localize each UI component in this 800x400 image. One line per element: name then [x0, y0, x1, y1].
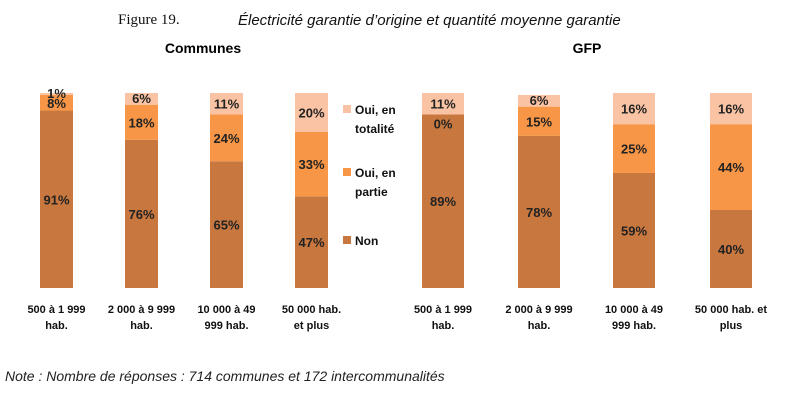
- legend-swatch: [343, 236, 351, 244]
- bar-segment: [295, 196, 328, 288]
- bar-segment: [518, 106, 560, 136]
- data-label: 89%: [430, 194, 456, 209]
- data-label: 15%: [526, 114, 552, 129]
- category-label: hab.: [45, 320, 68, 332]
- data-label: 33%: [298, 157, 324, 172]
- category-label: 2 000 à 9 999: [505, 304, 572, 316]
- bar-segment: [125, 139, 158, 288]
- data-label: 6%: [530, 93, 549, 108]
- data-label: 59%: [621, 223, 647, 238]
- bar-segment: [613, 93, 655, 125]
- data-label: 47%: [298, 235, 324, 250]
- category-label: 999 hab.: [204, 320, 248, 332]
- data-label: 25%: [621, 142, 647, 157]
- data-label: 76%: [128, 207, 154, 222]
- data-label: 20%: [298, 106, 324, 121]
- data-label: 78%: [526, 205, 552, 220]
- legend-label: Oui, en: [355, 103, 396, 117]
- chart-title: GFP: [573, 40, 602, 56]
- category-label: 500 à 1 999: [414, 304, 472, 316]
- bar-segment: [613, 124, 655, 173]
- data-label: 0%: [434, 116, 453, 131]
- legend-label: totalité: [355, 122, 395, 136]
- data-label: 91%: [43, 192, 69, 207]
- legend-label: Non: [355, 234, 378, 248]
- data-label: 16%: [718, 102, 744, 117]
- legend-label: partie: [355, 185, 388, 199]
- bar-segment: [210, 93, 243, 115]
- bar-segment: [295, 93, 328, 132]
- bar-segment: [210, 161, 243, 288]
- data-label: 8%: [47, 96, 66, 111]
- category-label: 10 000 à 49: [605, 304, 663, 316]
- data-label: 18%: [128, 115, 154, 130]
- data-label: 11%: [214, 97, 240, 112]
- legend-swatch: [343, 105, 351, 113]
- bar-segment: [710, 124, 752, 210]
- legend-label: Oui, en: [355, 166, 396, 180]
- category-label: 500 à 1 999: [27, 304, 85, 316]
- data-label: 11%: [430, 97, 456, 112]
- chart-title: Communes: [165, 40, 241, 56]
- bar-segment: [710, 93, 752, 125]
- data-label: 6%: [132, 91, 151, 106]
- figure-title: Électricité garantie d’origine et quanti…: [238, 12, 621, 29]
- bar-segment: [210, 114, 243, 162]
- category-label: 50 000 hab.: [282, 304, 341, 316]
- data-label: 24%: [213, 131, 239, 146]
- bar-segment: [40, 93, 73, 95]
- category-label: hab.: [528, 320, 551, 332]
- category-label: 50 000 hab. et: [695, 304, 767, 316]
- note: Note : Nombre de réponses : 714 communes…: [5, 368, 445, 384]
- bar-segment: [613, 172, 655, 288]
- bar-segment: [40, 110, 73, 288]
- bar-segment: [422, 114, 464, 288]
- legend-swatch: [343, 168, 351, 176]
- data-label: 40%: [718, 242, 744, 257]
- category-label: et plus: [294, 320, 329, 332]
- bar-segment: [710, 210, 752, 288]
- bar-segment: [295, 132, 328, 197]
- bar-segment: [125, 93, 158, 105]
- category-label: hab.: [432, 320, 455, 332]
- data-label: 44%: [718, 160, 744, 175]
- category-label: hab.: [130, 320, 153, 332]
- figure-number: Figure 19.: [118, 12, 180, 28]
- data-label: 1%: [47, 86, 66, 101]
- stacked-bar-charts: Communes 91% 8%1% 500 à 1 999 hab. 76% 18% 6% 2 …: [27, 40, 767, 332]
- category-label: plus: [720, 320, 743, 332]
- data-label: 65%: [213, 218, 239, 233]
- bar-segment: [518, 135, 560, 288]
- bar-segment: [40, 94, 73, 111]
- category-label: 999 hab.: [612, 320, 656, 332]
- bar-segment: [518, 94, 560, 107]
- category-label: 2 000 à 9 999: [108, 304, 175, 316]
- category-label: 10 000 à 49: [197, 304, 255, 316]
- data-label: 16%: [621, 102, 647, 117]
- bar-segment: [125, 104, 158, 140]
- bar-segment: [422, 93, 464, 115]
